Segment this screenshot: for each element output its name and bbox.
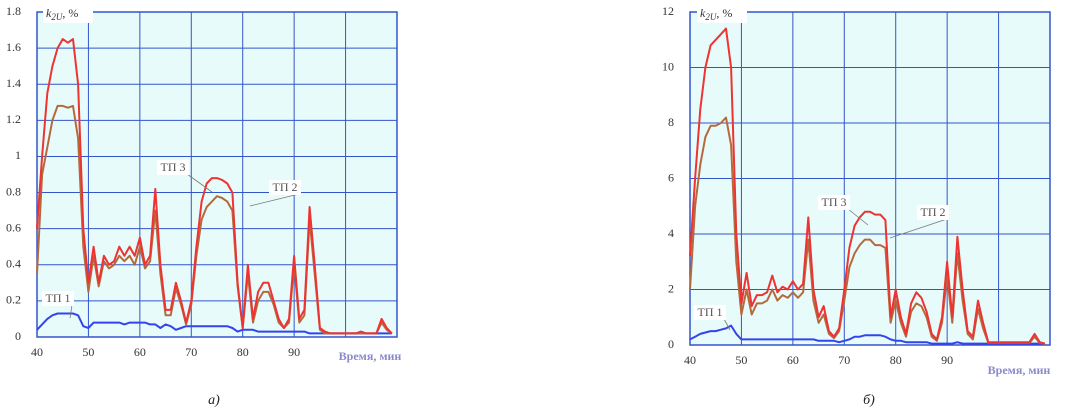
- series-label: ТП 3: [161, 160, 186, 174]
- y-tick-label: 12: [662, 4, 674, 18]
- series-label: ТП 3: [822, 195, 847, 209]
- x-tick-label: 40: [31, 345, 43, 359]
- series-label: ТП 1: [46, 291, 71, 305]
- y-tick-label: 0.2: [6, 293, 21, 307]
- plot-frame: [36, 11, 398, 338]
- series-label: ТП 2: [921, 205, 946, 219]
- plot-area: [37, 12, 397, 337]
- x-tick-label: 90: [941, 353, 953, 367]
- y-tick-label: 0.4: [6, 257, 21, 271]
- caption: б): [863, 393, 875, 408]
- series-label: ТП 2: [273, 180, 298, 194]
- y-tick-label: 6: [668, 170, 674, 184]
- y-tick-label: 4: [668, 226, 674, 240]
- leader-line: [889, 218, 948, 239]
- annotation-box: [157, 160, 189, 175]
- caption: а): [208, 393, 220, 408]
- y-axis-label-sub: 2U: [705, 12, 717, 22]
- y-tick-label: 1.4: [6, 76, 21, 90]
- y-axis-label-main: k: [700, 6, 706, 20]
- y-axis-label-unit: , %: [62, 6, 78, 20]
- y-tick-label: 10: [662, 59, 674, 73]
- leader-line: [69, 304, 73, 319]
- plot-frame: [689, 11, 1051, 346]
- y-tick-label: 1.2: [6, 112, 21, 126]
- y-tick-label: 0.8: [6, 184, 21, 198]
- leader-line: [723, 318, 731, 331]
- x-tick-label: 50: [735, 353, 747, 367]
- x-tick-label: 70: [185, 345, 197, 359]
- annotation-box: [42, 291, 74, 306]
- y-label-bg: [697, 5, 747, 23]
- leader-line: [249, 193, 300, 207]
- annotation-box: [694, 305, 726, 320]
- y-axis-label: k2U, %: [700, 6, 732, 22]
- x-tick-label: 40: [684, 353, 696, 367]
- y-axis-label-sub: 2U: [51, 12, 63, 22]
- y-tick-label: 1.6: [6, 40, 21, 54]
- y-axis-label-main: k: [46, 6, 52, 20]
- leader-line: [847, 208, 869, 226]
- x-tick-label: 80: [237, 345, 249, 359]
- x-tick-label: 70: [838, 353, 850, 367]
- annotation-box: [269, 180, 301, 195]
- x-tick-label: 80: [890, 353, 902, 367]
- series-line: [689, 324, 1045, 345]
- y-axis-label-unit: , %: [716, 6, 732, 20]
- annotation-box: [917, 205, 949, 220]
- series-line: [36, 38, 393, 335]
- annotation-box: [818, 195, 850, 210]
- y-tick-label: 0: [668, 337, 674, 351]
- x-axis-label: Время, мин: [339, 349, 402, 363]
- y-tick-label: 1: [15, 148, 21, 162]
- y-tick-label: 8: [668, 115, 674, 129]
- series-line: [689, 27, 1046, 345]
- y-tick-label: 0: [15, 329, 21, 343]
- y-tick-label: 0.6: [6, 220, 21, 234]
- x-tick-label: 90: [288, 345, 300, 359]
- y-tick-label: 2: [668, 281, 674, 295]
- y-label-bg: [43, 5, 93, 23]
- series-label: ТП 1: [698, 305, 723, 319]
- x-tick-label: 60: [787, 353, 799, 367]
- x-tick-label: 50: [82, 345, 94, 359]
- leader-line: [186, 173, 213, 193]
- y-axis-label: k2U, %: [46, 6, 78, 22]
- y-tick-label: 1.8: [6, 4, 21, 18]
- x-axis-label: Время, мин: [988, 363, 1051, 377]
- x-tick-label: 60: [134, 345, 146, 359]
